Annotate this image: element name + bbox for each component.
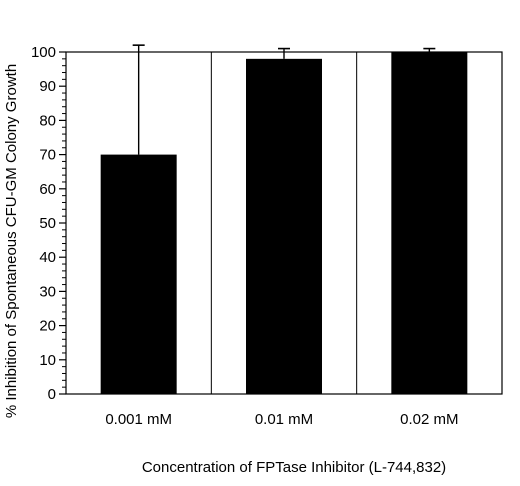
error-bars <box>132 44 436 155</box>
y-tick-label: 30 <box>39 283 56 300</box>
y-axis-title: % Inhibition of Spontaneous CFU-GM Colon… <box>3 64 20 418</box>
y-tick-label: 40 <box>39 249 56 266</box>
bars <box>100 52 468 395</box>
bar <box>391 52 468 394</box>
x-tick-label: 0.02 mM <box>400 411 458 428</box>
y-axis: 0 10 20 30 40 50 60 70 80 90 100 <box>31 44 66 403</box>
grid-lines <box>210 52 358 394</box>
y-tick-label: 60 <box>39 181 56 198</box>
x-axis-title: Concentration of FPTase Inhibitor (L-744… <box>142 459 446 476</box>
bar <box>100 154 177 394</box>
x-axis: 0.001 mM 0.01 mM 0.02 mM <box>105 411 458 428</box>
y-tick-label: 20 <box>39 318 56 335</box>
y-tick-label: 100 <box>31 44 56 61</box>
y-tick-label: 10 <box>39 352 56 369</box>
x-tick-label: 0.01 mM <box>255 411 313 428</box>
y-tick-label: 70 <box>39 147 56 164</box>
y-tick-label: 50 <box>39 215 56 232</box>
y-tick-label: 80 <box>39 112 56 129</box>
y-tick-label: 90 <box>39 78 56 95</box>
y-tick-label: 0 <box>48 386 56 403</box>
x-tick-label: 0.001 mM <box>105 411 172 428</box>
bar <box>246 58 322 395</box>
